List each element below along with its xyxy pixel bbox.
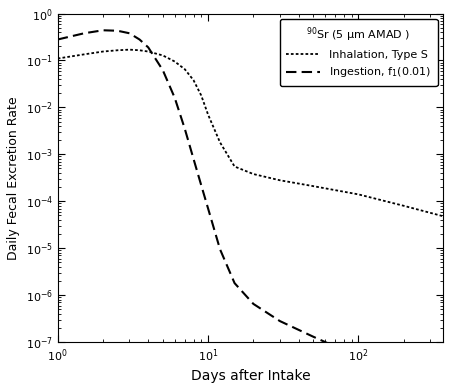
- Inhalation, Type S: [172, 59, 177, 64]
- Inhalation, Type S: [191, 78, 196, 83]
- Ingestion, f$_1$(0.01): [191, 156, 196, 161]
- Ingestion, f$_1$(0.01): [145, 45, 151, 50]
- Ingestion, f$_1$(0.01): [172, 96, 177, 100]
- Ingestion, f$_1$(0.01): [137, 37, 142, 42]
- Ingestion, f$_1$(0.01): [251, 301, 256, 306]
- Inhalation, Type S: [182, 67, 188, 72]
- Ingestion, f$_1$(0.01): [160, 68, 166, 73]
- Inhalation, Type S: [137, 48, 142, 53]
- Ingestion, f$_1$(0.01): [217, 247, 223, 252]
- Inhalation, Type S: [401, 204, 406, 208]
- Ingestion, f$_1$(0.01): [356, 355, 361, 359]
- X-axis label: Days after Intake: Days after Intake: [190, 369, 310, 383]
- Ingestion, f$_1$(0.01): [310, 334, 316, 339]
- Ingestion, f$_1$(0.01): [115, 28, 120, 33]
- Legend: Inhalation, Type S, Ingestion, f$_1$(0.01): Inhalation, Type S, Ingestion, f$_1$(0.0…: [280, 19, 437, 86]
- Inhalation, Type S: [198, 93, 204, 98]
- Ingestion, f$_1$(0.01): [100, 28, 106, 33]
- Line: Inhalation, Type S: Inhalation, Type S: [58, 50, 443, 216]
- Line: Ingestion, f$_1$(0.01): Ingestion, f$_1$(0.01): [58, 30, 443, 390]
- Ingestion, f$_1$(0.01): [127, 31, 132, 35]
- Inhalation, Type S: [232, 164, 237, 169]
- Inhalation, Type S: [356, 192, 361, 197]
- Ingestion, f$_1$(0.01): [55, 37, 60, 42]
- Inhalation, Type S: [115, 48, 120, 53]
- Inhalation, Type S: [55, 56, 60, 61]
- Inhalation, Type S: [81, 52, 87, 57]
- Inhalation, Type S: [251, 172, 256, 176]
- Inhalation, Type S: [441, 214, 446, 218]
- Ingestion, f$_1$(0.01): [205, 206, 211, 211]
- Ingestion, f$_1$(0.01): [401, 377, 406, 382]
- Inhalation, Type S: [160, 53, 166, 58]
- Ingestion, f$_1$(0.01): [182, 126, 188, 131]
- Inhalation, Type S: [217, 140, 223, 145]
- Ingestion, f$_1$(0.01): [277, 319, 283, 323]
- Inhalation, Type S: [100, 49, 106, 54]
- Ingestion, f$_1$(0.01): [198, 183, 204, 188]
- Inhalation, Type S: [310, 184, 316, 188]
- Ingestion, f$_1$(0.01): [232, 281, 237, 285]
- Inhalation, Type S: [145, 49, 151, 54]
- Inhalation, Type S: [205, 112, 211, 117]
- Ingestion, f$_1$(0.01): [81, 31, 87, 35]
- Inhalation, Type S: [127, 47, 132, 52]
- Inhalation, Type S: [277, 178, 283, 183]
- Y-axis label: Daily Fecal Excretion Rate: Daily Fecal Excretion Rate: [7, 96, 20, 260]
